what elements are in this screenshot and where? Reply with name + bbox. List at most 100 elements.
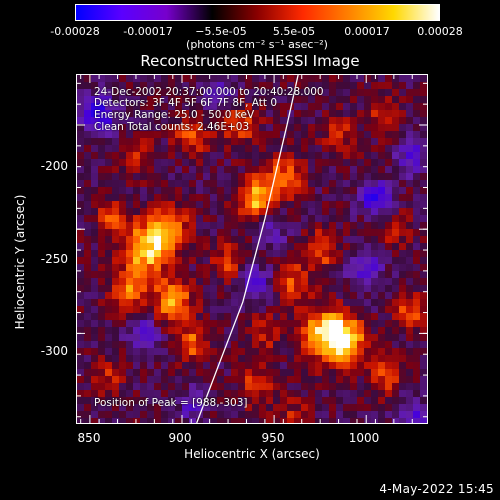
heatmap-cell: [210, 362, 218, 370]
heatmap-cell: [392, 75, 400, 83]
heatmap-cell: [168, 229, 176, 237]
heatmap-cell: [245, 187, 253, 195]
heatmap-cell: [301, 187, 309, 195]
heatmap-cell: [329, 159, 337, 167]
heatmap-cell: [413, 145, 421, 153]
heatmap-cell: [140, 229, 148, 237]
heatmap-cell: [140, 243, 148, 251]
heatmap-cell: [252, 159, 260, 167]
heatmap-cell: [175, 166, 183, 174]
heatmap-cell: [322, 383, 330, 391]
heatmap-cell: [343, 152, 351, 160]
heatmap-cell: [308, 82, 316, 90]
heatmap-cell: [182, 236, 190, 244]
heatmap-cell: [315, 75, 323, 83]
heatmap-cell: [133, 376, 141, 384]
heatmap-cell: [224, 341, 232, 349]
heatmap-cell: [210, 222, 218, 230]
heatmap-cell: [182, 124, 190, 132]
colorbar-tick: 0.00017: [344, 25, 390, 38]
heatmap-cell: [168, 313, 176, 321]
heatmap-cell: [210, 89, 218, 97]
heatmap-cell: [413, 341, 421, 349]
heatmap-cell: [112, 348, 120, 356]
heatmap-cell: [420, 278, 427, 286]
heatmap-cell: [238, 320, 246, 328]
heatmap-cell: [343, 257, 351, 265]
heatmap-cell: [161, 96, 169, 104]
heatmap-cell: [315, 285, 323, 293]
heatmap-cell: [175, 411, 183, 419]
heatmap-cell: [196, 299, 204, 307]
heatmap-cell: [238, 89, 246, 97]
heatmap-cell: [231, 292, 239, 300]
heatmap-cell: [294, 208, 302, 216]
heatmap-cell: [294, 327, 302, 335]
heatmap-cell: [238, 299, 246, 307]
heatmap-cell: [98, 82, 106, 90]
heatmap-cell: [196, 278, 204, 286]
heatmap-cell: [203, 397, 211, 405]
heatmap-cell: [371, 117, 379, 125]
heatmap-cell: [161, 411, 169, 419]
heatmap-cell: [399, 271, 407, 279]
heatmap-cell: [329, 292, 337, 300]
heatmap-cell: [364, 306, 372, 314]
heatmap-cell: [273, 250, 281, 258]
heatmap-cell: [266, 75, 274, 83]
heatmap-cell: [399, 201, 407, 209]
heatmap-cell: [399, 103, 407, 111]
heatmap-cell: [196, 404, 204, 412]
heatmap-cell: [238, 341, 246, 349]
heatmap-cell: [322, 411, 330, 419]
heatmap-cell: [119, 117, 127, 125]
heatmap-cell: [280, 187, 288, 195]
heatmap-cell: [203, 348, 211, 356]
heatmap-cell: [175, 397, 183, 405]
heatmap-cell: [399, 285, 407, 293]
heatmap-cell: [140, 327, 148, 335]
heatmap-cell: [315, 278, 323, 286]
heatmap-cell: [385, 341, 393, 349]
heatmap-cell: [420, 103, 427, 111]
heatmap-cell: [392, 292, 400, 300]
heatmap-cell: [266, 390, 274, 398]
heatmap-cell: [259, 418, 267, 423]
heatmap-cell: [336, 110, 344, 118]
heatmap-cell: [252, 82, 260, 90]
heatmap-cell: [189, 201, 197, 209]
heatmap-cell: [371, 173, 379, 181]
heatmap-cell: [168, 334, 176, 342]
heatmap-cell: [112, 404, 120, 412]
heatmap-cell: [399, 397, 407, 405]
heatmap-cell: [252, 313, 260, 321]
heatmap-cell: [252, 411, 260, 419]
heatmap-cell: [168, 327, 176, 335]
heatmap-cell: [210, 187, 218, 195]
heatmap-cell: [280, 208, 288, 216]
heatmap-cell: [196, 75, 204, 83]
heatmap-cell: [413, 299, 421, 307]
heatmap-cell: [273, 229, 281, 237]
heatmap-cell: [91, 124, 99, 132]
heatmap-cell: [371, 299, 379, 307]
heatmap-cell: [322, 418, 330, 423]
heatmap-cell: [189, 208, 197, 216]
heatmap-cell: [105, 187, 113, 195]
heatmap-cell: [126, 404, 134, 412]
heatmap-cell: [364, 75, 372, 83]
heatmap-cell: [301, 145, 309, 153]
heatmap-cell: [357, 348, 365, 356]
heatmap-cell: [371, 138, 379, 146]
heatmap-cell: [294, 362, 302, 370]
heatmap-cell: [259, 236, 267, 244]
heatmap-cell: [308, 299, 316, 307]
heatmap-cell: [364, 383, 372, 391]
heatmap-cell: [420, 166, 427, 174]
heatmap-cell: [231, 152, 239, 160]
heatmap-cell: [336, 348, 344, 356]
heatmap-cell: [175, 348, 183, 356]
heatmap-cell: [168, 75, 176, 83]
heatmap-cell: [105, 348, 113, 356]
heatmap-cell: [112, 89, 120, 97]
